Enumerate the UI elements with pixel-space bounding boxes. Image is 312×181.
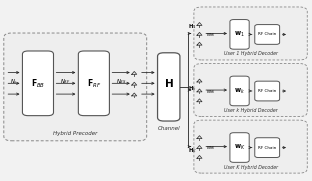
FancyBboxPatch shape bbox=[255, 81, 280, 101]
Text: $N_{MS}$: $N_{MS}$ bbox=[206, 31, 216, 39]
FancyBboxPatch shape bbox=[230, 20, 249, 49]
Text: $N_{MS}$: $N_{MS}$ bbox=[206, 88, 216, 96]
Text: $N_{BS}$: $N_{BS}$ bbox=[116, 77, 127, 86]
FancyBboxPatch shape bbox=[194, 120, 307, 173]
FancyBboxPatch shape bbox=[230, 76, 249, 106]
Text: $\mathbf{F}_{RF}$: $\mathbf{F}_{RF}$ bbox=[87, 77, 101, 90]
Text: $\mathbf{w}_k$: $\mathbf{w}_k$ bbox=[234, 86, 245, 96]
Text: $\mathbf{H}$: $\mathbf{H}$ bbox=[164, 77, 173, 89]
FancyBboxPatch shape bbox=[255, 25, 280, 44]
Text: User 1 Hybrid Decoder: User 1 Hybrid Decoder bbox=[224, 51, 278, 56]
Text: User K Hybrid Decoder: User K Hybrid Decoder bbox=[223, 165, 278, 170]
Text: User k Hybrid Decoder: User k Hybrid Decoder bbox=[224, 108, 277, 113]
FancyBboxPatch shape bbox=[4, 33, 147, 141]
Text: RF Chain: RF Chain bbox=[258, 89, 276, 93]
FancyBboxPatch shape bbox=[230, 133, 249, 162]
Text: Channel: Channel bbox=[158, 126, 180, 131]
Text: $N_{RF}$: $N_{RF}$ bbox=[60, 77, 71, 86]
FancyBboxPatch shape bbox=[255, 138, 280, 157]
Text: $N_s$: $N_s$ bbox=[11, 77, 18, 86]
Text: $\mathbf{w}_1$: $\mathbf{w}_1$ bbox=[234, 30, 245, 39]
Text: RF Chain: RF Chain bbox=[258, 146, 276, 150]
FancyBboxPatch shape bbox=[194, 64, 307, 117]
Text: Hybrid Precoder: Hybrid Precoder bbox=[53, 131, 97, 136]
FancyBboxPatch shape bbox=[194, 7, 307, 60]
Text: RF Chain: RF Chain bbox=[258, 32, 276, 36]
FancyBboxPatch shape bbox=[158, 53, 180, 121]
FancyBboxPatch shape bbox=[22, 51, 53, 116]
Text: $\mathbf{w}_K$: $\mathbf{w}_K$ bbox=[234, 143, 245, 152]
FancyBboxPatch shape bbox=[78, 51, 110, 116]
Text: $\mathbf{H}_K$: $\mathbf{H}_K$ bbox=[188, 146, 197, 155]
Text: $\mathbf{F}_{BB}$: $\mathbf{F}_{BB}$ bbox=[31, 77, 45, 90]
Text: $\mathbf{H}_1$: $\mathbf{H}_1$ bbox=[188, 22, 197, 31]
Text: $N_{MS}$: $N_{MS}$ bbox=[206, 145, 216, 152]
Text: $\mathbf{H}_k$: $\mathbf{H}_k$ bbox=[188, 84, 197, 93]
